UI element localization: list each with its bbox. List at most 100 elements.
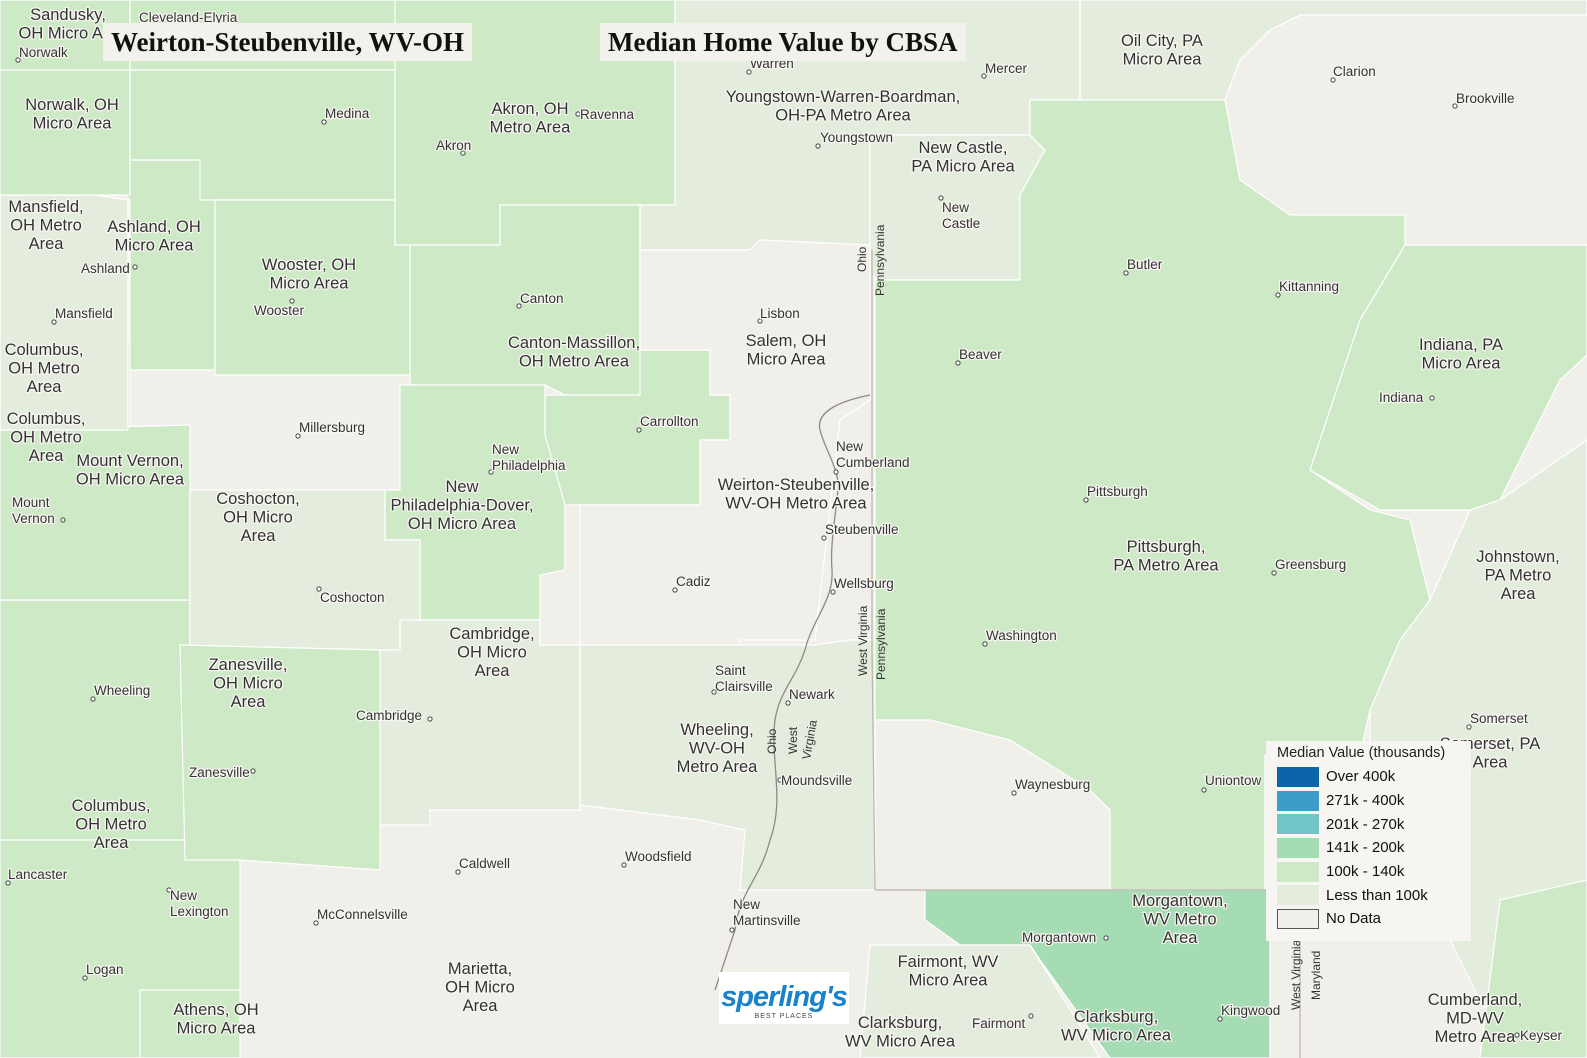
city-label[interactable]: Newark (788, 686, 837, 704)
cbsa-label[interactable]: Oil City, PA Micro Area (1120, 31, 1204, 70)
city-marker[interactable] (1466, 724, 1472, 730)
cbsa-region-pittsburgh[interactable] (874, 99, 1431, 891)
city-label[interactable]: Steubenville (824, 521, 900, 539)
city-marker[interactable] (711, 689, 717, 695)
city-marker[interactable] (488, 469, 494, 475)
city-label[interactable]: Kingwood (1220, 1002, 1282, 1020)
city-marker[interactable] (1011, 790, 1017, 796)
cbsa-label[interactable]: Columbus, OH Metro Area (70, 796, 151, 854)
city-marker[interactable] (815, 143, 821, 149)
city-marker[interactable] (785, 700, 791, 706)
cbsa-label[interactable]: Johnstown, PA Metro Area (1475, 547, 1561, 605)
city-marker[interactable] (132, 264, 138, 270)
city-label[interactable]: Beaver (958, 346, 1004, 364)
cbsa-label[interactable]: Weirton-Steubenville, WV-OH Metro Area (716, 475, 875, 514)
city-marker[interactable] (938, 195, 944, 201)
cbsa-label[interactable]: Norwalk, OH Micro Area (24, 95, 120, 134)
cbsa-region-wheeling[interactable] (579, 639, 876, 891)
city-marker[interactable] (981, 73, 987, 79)
city-marker[interactable] (1123, 270, 1129, 276)
city-label[interactable]: Carrollton (639, 413, 700, 431)
city-marker[interactable] (621, 862, 627, 868)
city-marker[interactable] (1201, 787, 1207, 793)
city-marker[interactable] (833, 469, 839, 475)
city-label[interactable]: Somerset (1469, 710, 1530, 728)
cbsa-label[interactable]: Coshocton, OH Micro Area (215, 489, 301, 547)
city-marker[interactable] (821, 535, 827, 541)
city-marker[interactable] (830, 589, 836, 595)
city-label[interactable]: Mansfield (54, 305, 114, 323)
cbsa-label[interactable]: Columbus, OH Metro Area (3, 340, 84, 398)
city-marker[interactable] (51, 319, 57, 325)
city-marker[interactable] (1083, 497, 1089, 503)
city-label[interactable]: Washington (985, 627, 1058, 645)
city-marker[interactable] (982, 641, 988, 647)
cbsa-region-norwalk[interactable] (0, 69, 131, 196)
city-marker[interactable] (1429, 395, 1435, 401)
cbsa-region-zanesville[interactable] (179, 644, 381, 871)
city-marker[interactable] (636, 427, 642, 433)
city-marker[interactable] (729, 927, 735, 933)
city-label[interactable]: Millersburg (298, 419, 367, 437)
city-label[interactable]: Logan (85, 961, 125, 979)
city-label[interactable]: Woodsfield (624, 848, 693, 866)
city-label[interactable]: Mercer (984, 60, 1029, 78)
city-marker[interactable] (60, 517, 66, 523)
cbsa-region-cambridge[interactable] (379, 619, 581, 826)
city-label[interactable]: Ashland (80, 260, 131, 278)
city-label[interactable]: Norwalk (18, 44, 70, 62)
city-marker[interactable] (777, 777, 783, 783)
city-marker[interactable] (746, 69, 752, 75)
city-marker[interactable] (166, 887, 172, 893)
cbsa-label[interactable]: Cambridge, OH Micro Area (448, 624, 536, 682)
city-marker[interactable] (427, 716, 433, 722)
cbsa-region-morgantown[interactable] (924, 889, 1271, 1058)
city-marker[interactable] (313, 920, 319, 926)
city-marker[interactable] (1514, 1032, 1520, 1038)
cbsa-region-athens[interactable] (139, 989, 241, 1058)
cbsa-label[interactable]: Clarksburg, WV Micro Area (844, 1013, 957, 1052)
city-marker[interactable] (757, 318, 763, 324)
city-label[interactable]: Greensburg (1274, 556, 1348, 574)
city-label[interactable]: New Castle (941, 199, 982, 233)
city-label[interactable]: New Lexington (169, 887, 230, 921)
city-label[interactable]: Indiana (1378, 389, 1425, 407)
city-label[interactable]: Ravenna (579, 106, 636, 124)
cbsa-label[interactable]: Columbus, OH Metro Area (5, 409, 86, 467)
city-label[interactable]: Fairmont (971, 1015, 1027, 1033)
city-label[interactable]: Caldwell (458, 855, 512, 873)
city-marker[interactable] (672, 587, 678, 593)
city-label[interactable]: Medina (324, 105, 371, 123)
cbsa-label[interactable]: Ashland, OH Micro Area (106, 217, 202, 256)
cbsa-label[interactable]: Wooster, OH Micro Area (261, 255, 358, 294)
city-label[interactable]: New Philadelphia (491, 441, 568, 475)
city-label[interactable]: Lisbon (759, 305, 801, 323)
city-marker[interactable] (1103, 935, 1109, 941)
cbsa-label[interactable]: Indiana, PA Micro Area (1418, 335, 1505, 374)
city-label[interactable]: Pittsburgh (1086, 483, 1149, 501)
city-label[interactable]: Cadiz (675, 573, 712, 591)
cbsa-region-cumberland[interactable] (1479, 879, 1587, 1058)
cbsa-label[interactable]: Fairmont, WV Micro Area (896, 952, 999, 991)
city-label[interactable]: Akron (435, 137, 473, 155)
cbsa-label[interactable]: Cumberland, MD-WV Metro Area (1427, 990, 1524, 1048)
city-label[interactable]: Brookville (1455, 90, 1516, 108)
city-marker[interactable] (955, 360, 961, 366)
city-label[interactable]: Kittanning (1278, 278, 1341, 296)
city-label[interactable]: McConnelsville (316, 906, 409, 924)
city-label[interactable]: Uniontow (1204, 772, 1263, 790)
city-label[interactable]: Wheeling (93, 682, 152, 700)
city-label[interactable]: Waynesburg (1014, 776, 1092, 794)
cbsa-region-clarksburg[interactable] (859, 944, 1101, 1058)
city-marker[interactable] (321, 119, 327, 125)
cbsa-label[interactable]: Mansfield, OH Metro Area (7, 197, 85, 255)
city-label[interactable]: Cleveland-Elyria (138, 9, 239, 27)
city-marker[interactable] (295, 433, 301, 439)
city-label[interactable]: Canton (519, 290, 565, 308)
city-label[interactable]: Clarion (1332, 63, 1377, 81)
city-label[interactable]: Zanesville (188, 764, 251, 782)
city-label[interactable]: New Martinsville (732, 896, 802, 930)
city-marker[interactable] (289, 298, 295, 304)
cbsa-label[interactable]: Youngstown-Warren-Boardman, OH-PA Metro A… (725, 87, 962, 126)
